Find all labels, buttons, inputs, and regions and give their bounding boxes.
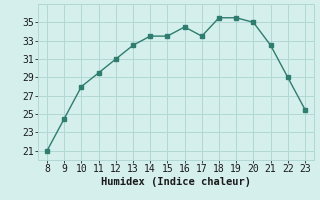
X-axis label: Humidex (Indice chaleur): Humidex (Indice chaleur) [101, 177, 251, 187]
